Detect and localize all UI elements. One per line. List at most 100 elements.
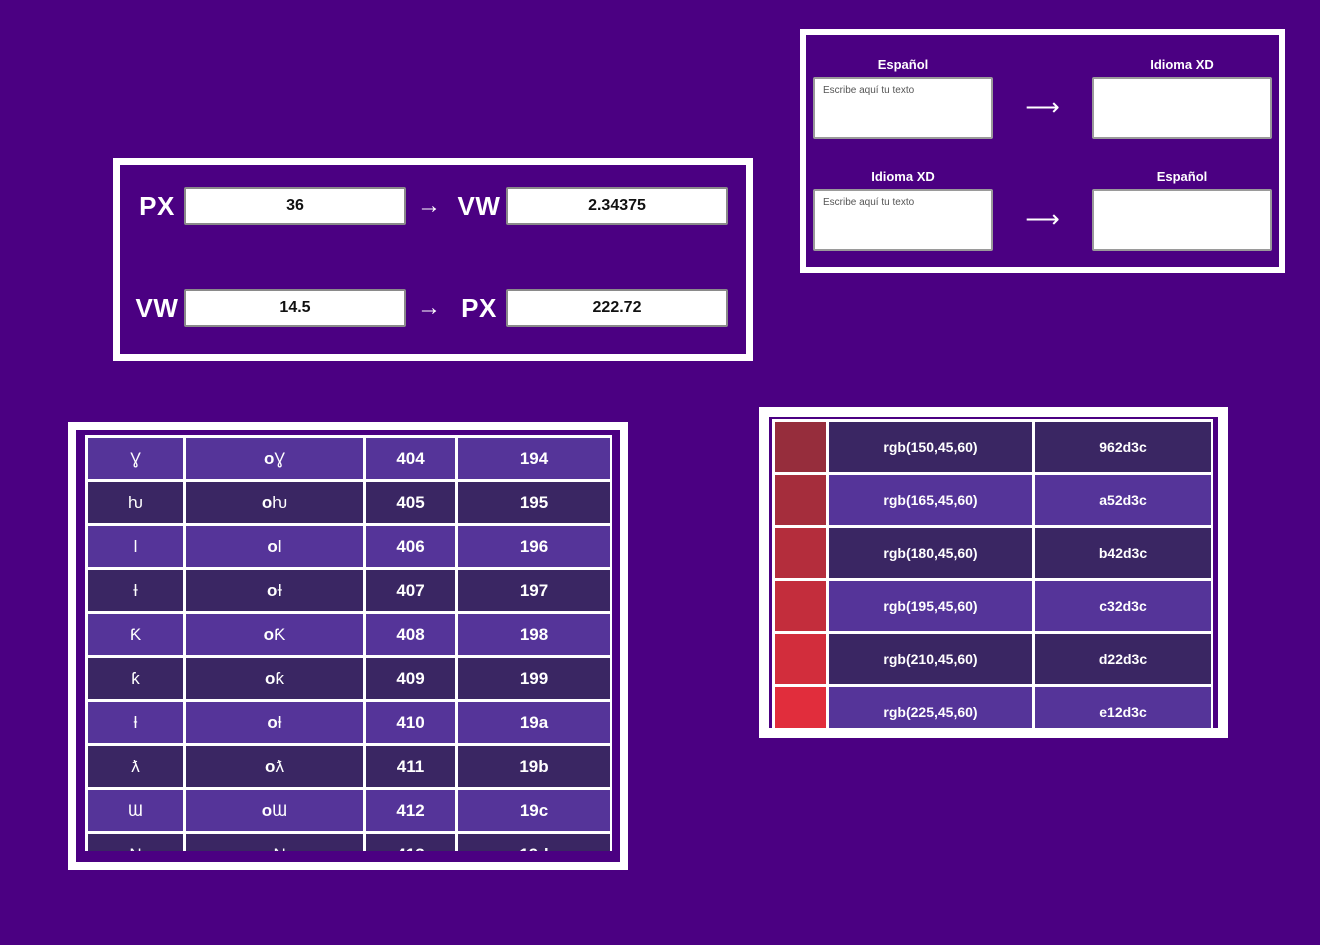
hex-cell: 198	[455, 611, 612, 658]
table-row: ƙ oƙ 409 199	[85, 655, 612, 702]
char-cell: Ɯ	[85, 787, 186, 834]
char-cell: Ɣ	[85, 435, 186, 482]
rgb-cell: rgb(195,45,60)	[826, 578, 1035, 634]
hex-cell: c32d3c	[1032, 578, 1213, 634]
hex-cell: 196	[455, 523, 612, 570]
o-prefix: o	[267, 536, 278, 556]
hex-cell: 19b	[455, 743, 612, 790]
source-column: Idioma XD	[813, 169, 993, 251]
rgb-cell: rgb(225,45,60)	[826, 684, 1035, 728]
hex-cell: d22d3c	[1032, 631, 1213, 687]
hex-cell: 197	[455, 567, 612, 614]
table-row: ƚ oƚ 410 19a	[85, 699, 612, 746]
color-table-area: rgb(150,45,60) 962d3c rgb(165,45,60) a52…	[772, 419, 1213, 728]
char-cell: ƕ	[85, 479, 186, 526]
hex-cell: 19c	[455, 787, 612, 834]
char-glyph: ƚ	[277, 712, 282, 732]
char-cell: ƚ	[85, 699, 186, 746]
vw-to-px-row: VW → PX	[130, 289, 746, 327]
hex-cell: 195	[455, 479, 612, 526]
decimal-cell: 404	[363, 435, 458, 482]
o-prefix: o	[266, 580, 278, 600]
o-prefix: o	[261, 492, 273, 512]
spanish-source-textarea[interactable]	[813, 77, 993, 139]
hex-cell: a52d3c	[1032, 472, 1213, 528]
combo-cell: oƗ	[183, 567, 366, 614]
px-to-vw-row: PX → VW	[130, 187, 746, 225]
char-glyph: Ɣ	[274, 448, 285, 468]
rgb-cell: rgb(150,45,60)	[826, 419, 1035, 475]
hex-cell: 199	[455, 655, 612, 702]
combo-cell: oƚ	[183, 699, 366, 746]
hex-cell: 19d	[455, 831, 612, 851]
unicode-table: Ɣ oƔ 404 194 ƕ oƕ 405 195 Ɩ oƖ 406 196	[85, 435, 612, 851]
char-cell: Ɩ	[85, 523, 186, 570]
char-cell: Ƙ	[85, 611, 186, 658]
char-glyph: ƙ	[275, 668, 284, 688]
decimal-cell: 412	[363, 787, 458, 834]
converter-rows: PX → VW VW → PX	[120, 165, 746, 327]
table-row: Ɣ oƔ 404 194	[85, 435, 612, 482]
spanish-label: Español	[1156, 169, 1208, 184]
char-glyph: Ɯ	[272, 800, 288, 820]
char-cell: Ɲ	[85, 831, 186, 851]
color-swatch	[772, 419, 829, 475]
char-glyph: Ƙ	[274, 624, 286, 644]
hex-cell: 194	[455, 435, 612, 482]
px-label: PX	[461, 292, 497, 323]
color-table-panel: rgb(150,45,60) 962d3c rgb(165,45,60) a52…	[759, 407, 1228, 738]
vw-label: VW	[457, 190, 501, 221]
combo-cell: oƙ	[183, 655, 366, 702]
idioma-xd-label: Idioma XD	[1150, 57, 1214, 72]
translator-panel: Español ⟶ Idioma XD Idioma XD ⟶ Español	[800, 29, 1285, 273]
vw-label: VW	[135, 292, 179, 323]
unicode-table-scroll-area[interactable]: Ɣ oƔ 404 194 ƕ oƕ 405 195 Ɩ oƖ 406 196	[85, 435, 612, 851]
color-table: rgb(150,45,60) 962d3c rgb(165,45,60) a52…	[772, 419, 1213, 728]
o-prefix: o	[265, 756, 276, 776]
combo-cell: oƕ	[183, 479, 366, 526]
source-column: Español	[813, 57, 993, 139]
o-prefix: o	[267, 712, 278, 732]
char-glyph: ƛ	[275, 756, 284, 776]
char-glyph: Ɨ	[277, 580, 283, 600]
idioma-xd-result-textarea[interactable]	[1092, 77, 1272, 139]
spanish-result-textarea[interactable]	[1092, 189, 1272, 251]
decimal-cell: 407	[363, 567, 458, 614]
combo-cell: oƔ	[183, 435, 366, 482]
color-swatch	[772, 472, 829, 528]
right-arrow-icon: ⟶	[1025, 93, 1060, 121]
rgb-cell: rgb(165,45,60)	[826, 472, 1035, 528]
px-result-input[interactable]	[506, 289, 728, 327]
idioma-xd-source-textarea[interactable]	[813, 189, 993, 251]
char-cell: Ɨ	[85, 567, 186, 614]
table-row: ƕ oƕ 405 195	[85, 479, 612, 526]
px-vw-converter-panel: PX → VW VW → PX	[113, 158, 753, 361]
char-cell: ƛ	[85, 743, 186, 790]
o-prefix: o	[263, 845, 273, 852]
table-row: Ɯ oƜ 412 19c	[85, 787, 612, 834]
hex-cell: b42d3c	[1032, 525, 1213, 581]
color-swatch	[772, 578, 829, 634]
decimal-cell: 409	[363, 655, 458, 702]
hex-cell: 19a	[455, 699, 612, 746]
color-row: rgb(150,45,60) 962d3c	[772, 419, 1213, 475]
right-arrow-icon: ⟶	[1025, 205, 1060, 233]
o-prefix: o	[263, 624, 275, 644]
o-prefix: o	[264, 448, 275, 468]
hex-cell: 962d3c	[1032, 419, 1213, 475]
vw-result-input[interactable]	[506, 187, 728, 225]
rgb-cell: rgb(210,45,60)	[826, 631, 1035, 687]
table-row: Ƙ oƘ 408 198	[85, 611, 612, 658]
table-row: Ɨ oƗ 407 197	[85, 567, 612, 614]
decimal-cell: 410	[363, 699, 458, 746]
decimal-cell: 406	[363, 523, 458, 570]
right-arrow-icon: →	[417, 192, 441, 219]
target-column: Español	[1092, 169, 1272, 251]
decimal-cell: 411	[363, 743, 458, 790]
spanish-to-xd-row: Español ⟶ Idioma XD	[813, 57, 1272, 139]
color-row: rgb(225,45,60) e12d3c	[772, 684, 1213, 728]
table-row: Ɩ oƖ 406 196	[85, 523, 612, 570]
px-input[interactable]	[184, 187, 406, 225]
vw-input[interactable]	[184, 289, 406, 327]
right-arrow-icon: →	[417, 294, 441, 321]
